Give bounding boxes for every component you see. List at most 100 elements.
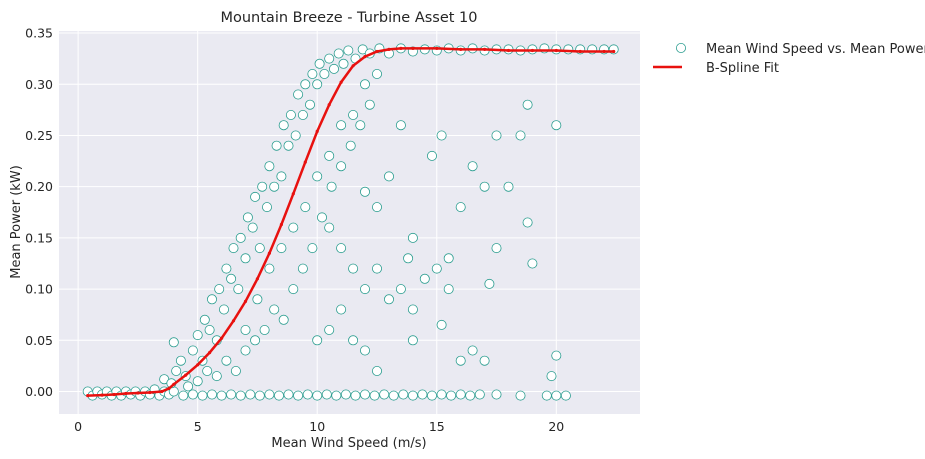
fit-line-point: [399, 46, 403, 51]
scatter-point: [321, 389, 332, 400]
scatter-point: [250, 191, 261, 202]
scatter-point: [407, 335, 418, 346]
scatter-point: [388, 390, 399, 401]
legend-label-scatter: Mean Wind Speed vs. Mean Power: [706, 42, 925, 57]
y-tick-label: 0.35: [25, 26, 53, 41]
fit-line-point: [231, 319, 236, 323]
scatter-point: [228, 243, 239, 254]
scatter-point: [257, 181, 268, 192]
fit-line-point: [530, 48, 535, 53]
scatter-point: [276, 171, 287, 182]
scatter-point: [403, 253, 414, 264]
scatter-point: [467, 161, 478, 172]
fit-line-point: [208, 351, 212, 355]
scatter-point: [192, 376, 203, 387]
scatter-point: [264, 161, 275, 172]
scatter-point: [199, 314, 210, 325]
scatter-point: [455, 389, 466, 400]
scatter-point: [491, 243, 502, 254]
scatter-point: [283, 140, 294, 151]
scatter-point: [407, 304, 418, 315]
scatter-point: [371, 365, 382, 376]
scatter-point: [278, 314, 289, 325]
y-tick-labels: 0.00 0.05 0.10 0.15 0.20 0.25 0.30 0.35: [25, 26, 53, 399]
scatter-point: [407, 232, 418, 243]
scatter-point: [467, 345, 478, 356]
scatter-point: [348, 263, 359, 274]
fit-line-point: [184, 373, 188, 377]
scatter-point: [379, 389, 390, 400]
scatter-point: [293, 390, 304, 401]
scatter-point: [522, 217, 533, 228]
scatter-point: [336, 161, 347, 172]
scatter-point: [250, 335, 261, 346]
scatter-point: [336, 243, 347, 254]
scatter-point: [314, 58, 325, 69]
scatter-point: [431, 263, 442, 274]
scatter-point: [479, 181, 490, 192]
scatter-point: [522, 99, 533, 110]
scatter-point: [254, 390, 265, 401]
scatter-point: [218, 304, 229, 315]
scatter-point: [178, 390, 189, 401]
scatter-point: [443, 284, 454, 295]
scatter-point: [283, 389, 294, 400]
scatter-point: [316, 212, 327, 223]
y-tick-label: 0.30: [25, 77, 53, 92]
scatter-point: [359, 284, 370, 295]
scatter-point: [541, 390, 552, 401]
scatter-point: [230, 365, 241, 376]
scatter-point: [484, 278, 495, 289]
scatter-point: [175, 355, 186, 366]
scatter-point: [297, 110, 308, 121]
scatter-point: [491, 130, 502, 141]
scatter-point: [371, 69, 382, 80]
scatter-point: [383, 294, 394, 305]
scatter-point: [333, 48, 344, 59]
scatter-point: [546, 371, 557, 382]
scatter-point: [398, 389, 409, 400]
scatter-point: [187, 389, 198, 400]
scatter-point: [355, 120, 366, 131]
scatter-point: [455, 355, 466, 366]
scatter-point: [426, 390, 437, 401]
scatter-point: [183, 381, 194, 392]
scatter-point: [371, 202, 382, 213]
scatter-point: [324, 222, 335, 233]
scatter-point: [343, 45, 354, 56]
fit-line-point: [196, 363, 200, 367]
scatter-point: [348, 110, 359, 121]
fit-line-point: [167, 386, 171, 390]
scatter-point: [426, 150, 437, 161]
scatter-point: [216, 390, 227, 401]
y-tick-label: 0.10: [25, 282, 53, 297]
fit-line-point: [387, 47, 391, 52]
fit-line-point: [602, 49, 606, 54]
scatter-point: [324, 53, 335, 64]
legend: Mean Wind Speed vs. Mean Power B-Spline …: [653, 42, 925, 76]
scatter-point: [436, 319, 447, 330]
scatter-point: [338, 58, 349, 69]
x-tick-label: 15: [429, 419, 445, 434]
fit-line-point: [351, 64, 355, 68]
scatter-point: [328, 63, 339, 74]
scatter-point: [395, 120, 406, 131]
scatter-point: [324, 150, 335, 161]
fit-line-point: [220, 336, 224, 340]
scatter-point: [302, 389, 313, 400]
scatter-point: [206, 389, 217, 400]
scatter-point: [340, 389, 351, 400]
legend-scatter-marker: [676, 43, 687, 54]
scatter-point: [312, 171, 323, 182]
scatter-point: [293, 89, 304, 100]
fit-line-point: [363, 55, 367, 59]
scatter-point: [171, 365, 182, 376]
scatter-point: [312, 79, 323, 90]
scatter-point: [304, 99, 315, 110]
scatter-point: [242, 212, 253, 223]
scatter-point: [551, 390, 562, 401]
scatter-point: [465, 390, 476, 401]
scatter-series: [82, 43, 619, 401]
fit-line-point: [435, 46, 439, 51]
scatter-point: [269, 304, 280, 315]
